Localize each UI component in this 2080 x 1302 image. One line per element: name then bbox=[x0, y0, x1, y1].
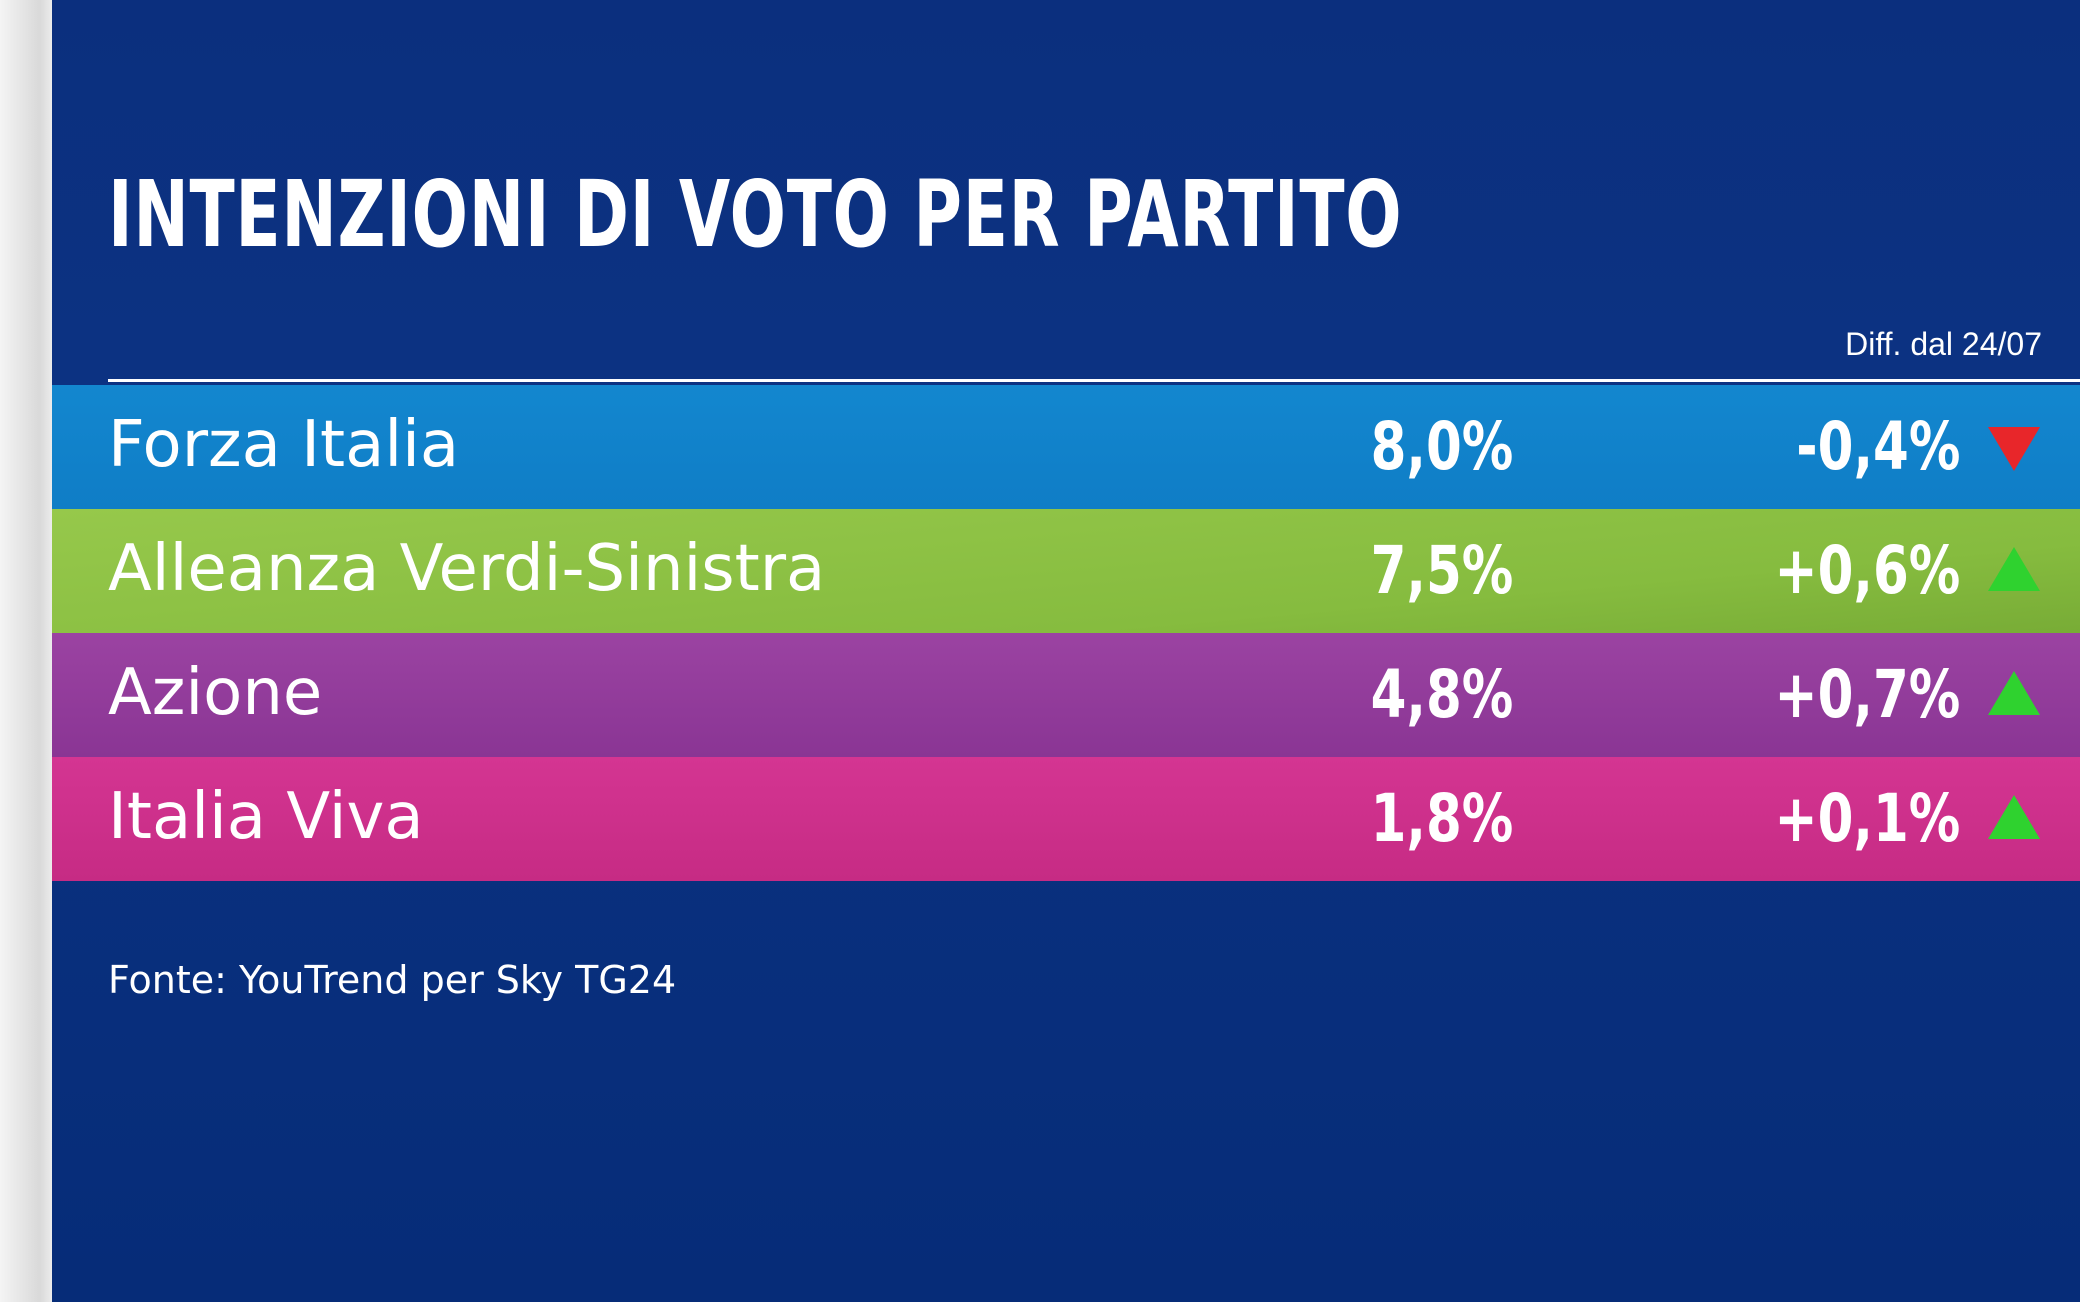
triangle-up-icon bbox=[1988, 547, 2040, 591]
party-name: Alleanza Verdi-Sinistra bbox=[108, 532, 826, 606]
vote-percentage: 4,8% bbox=[1370, 656, 1514, 733]
party-name: Italia Viva bbox=[108, 780, 424, 854]
table-row-alleanza-verdi-sinistra: Alleanza Verdi-Sinistra 7,5% +0,6% bbox=[52, 509, 2080, 633]
vote-difference: -0,4% bbox=[1795, 408, 1960, 485]
vote-difference: +0,7% bbox=[1774, 656, 1960, 733]
diff-column-header: Diff. dal 24/07 bbox=[1845, 326, 2042, 362]
party-table: Forza Italia 8,0% -0,4% Alleanza Verdi-S… bbox=[52, 385, 2080, 881]
vote-percentage: 8,0% bbox=[1370, 408, 1514, 485]
vote-percentage: 7,5% bbox=[1370, 532, 1514, 609]
vote-difference: +0,6% bbox=[1774, 532, 1960, 609]
triangle-up-icon bbox=[1988, 795, 2040, 839]
vote-difference: +0,1% bbox=[1774, 780, 1960, 857]
header-divider bbox=[108, 379, 2080, 382]
vote-percentage: 1,8% bbox=[1370, 780, 1514, 857]
party-name: Azione bbox=[108, 656, 323, 730]
triangle-down-icon bbox=[1988, 427, 2040, 471]
poll-graphic-panel: INTENZIONI DI VOTO PER PARTITO Diff. dal… bbox=[52, 0, 2080, 1302]
table-row-italia-viva: Italia Viva 1,8% +0,1% bbox=[52, 757, 2080, 881]
table-row-forza-italia: Forza Italia 8,0% -0,4% bbox=[52, 385, 2080, 509]
triangle-up-icon bbox=[1988, 671, 2040, 715]
source-credit: Fonte: YouTrend per Sky TG24 bbox=[108, 958, 677, 1002]
party-name: Forza Italia bbox=[108, 408, 460, 482]
page-title: INTENZIONI DI VOTO PER PARTITO bbox=[108, 161, 1403, 268]
table-row-azione: Azione 4,8% +0,7% bbox=[52, 633, 2080, 757]
